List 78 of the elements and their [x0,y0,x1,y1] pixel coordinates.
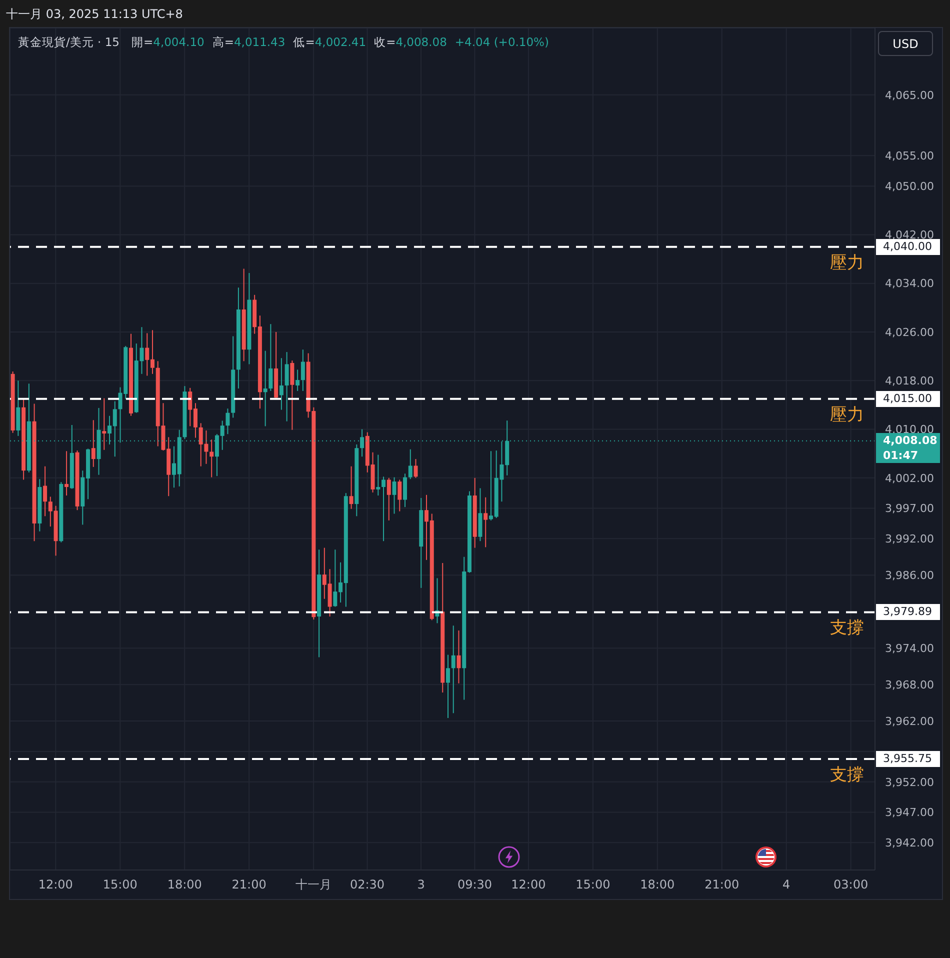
candlestick [263,350,268,427]
y-tick-label: 3,986.00 [885,569,934,582]
x-tick-label: 09:30 [457,878,492,892]
candlestick [382,476,386,542]
x-tick-label: 21:00 [232,878,266,892]
candlestick [451,625,456,714]
text: 3,979.89 [883,605,932,618]
chart-subtitle: 十一月 03, 2025 11:13 UTC+8 [6,7,183,21]
ref-line-label: 支撐 [830,618,864,638]
candlestick [290,360,294,430]
x-tick-label: 3 [417,878,425,892]
candlestick [414,458,418,478]
candlestick [300,349,305,392]
candlestick [478,488,482,542]
candlestick [296,369,300,392]
text: 黃金現貨/美元 · 15 [18,35,120,50]
annotation: 高=4,011.43 [212,35,286,49]
ref-line-label: 壓力 [830,252,864,273]
annotation: 低=4,002.41 [293,35,366,49]
candlestick [64,450,69,496]
x-tick-label: 十一月 [296,878,332,892]
y-tick-label: 4,018.00 [885,374,934,388]
y-tick-label: 4,065.00 [885,88,934,102]
y-tick-label: 3,968.00 [885,678,934,692]
y-tick-label: 3,962.00 [885,714,934,728]
y-tick-label: 3,992.00 [885,532,934,546]
candlestick [16,380,20,436]
y-tick-label: 3,947.00 [885,806,934,820]
candlestick [456,630,461,684]
x-tick-label: 4 [782,878,790,892]
candlestick [268,324,273,392]
text: 4,040.00 [883,240,932,253]
candlestick [386,477,391,521]
x-tick-label: 21:00 [704,878,740,892]
annotation: 收=4,008.08 [374,35,447,49]
x-tick-label: 15:00 [102,878,138,892]
x-tick-label: 15:00 [576,878,610,892]
y-tick-label: 4,042.00 [885,228,934,242]
y-tick-label: 3,997.00 [885,502,934,516]
ref-line-label: 支撐 [830,765,864,786]
candlestick [484,496,488,548]
candlestick [43,466,48,517]
candlestick [403,473,408,508]
x-tick-label: 02:30 [350,878,385,892]
x-tick-label: 12:00 [38,878,73,892]
candlestick [102,398,106,450]
x-tick-label: 03:00 [834,878,868,892]
y-tick-label: 4,050.00 [885,180,934,193]
y-axis-title: USD [892,36,918,50]
candlestick [392,476,396,514]
y-tick-label: 3,974.00 [885,642,934,656]
text: 01:47 [883,448,918,462]
text: 3,955.75 [883,752,932,766]
y-tick-label: 4,026.00 [885,326,934,339]
annotation: 開=4,004.10 [131,35,204,49]
candlestick [226,408,230,435]
y-tick-label: 4,010.00 [885,423,934,436]
candlestick [446,654,450,719]
candlestick [398,479,402,512]
y-tick-label: 3,942.00 [885,836,934,850]
y-tick-label: 4,002.00 [885,472,934,485]
candlestick [408,448,412,480]
y-tick-label: 4,055.00 [885,150,934,163]
x-tick-label: 18:00 [167,878,202,892]
candlestick [210,439,214,478]
candlestick [284,352,289,422]
ref-line-label: 壓力 [830,404,864,425]
y-tick-label: 3,952.00 [885,776,934,789]
text: 4,008.08 [883,434,938,447]
candlestick [376,454,380,496]
x-tick-label: 18:00 [640,878,675,892]
y-tick-label: 4,034.00 [885,277,934,290]
text: 4,015.00 [883,392,932,405]
annotation: +4.04 (+0.10%) [454,35,549,49]
candlestick [279,358,284,410]
x-tick-label: 12:00 [511,878,546,892]
candlestick [349,466,354,510]
candlestick [91,420,96,468]
